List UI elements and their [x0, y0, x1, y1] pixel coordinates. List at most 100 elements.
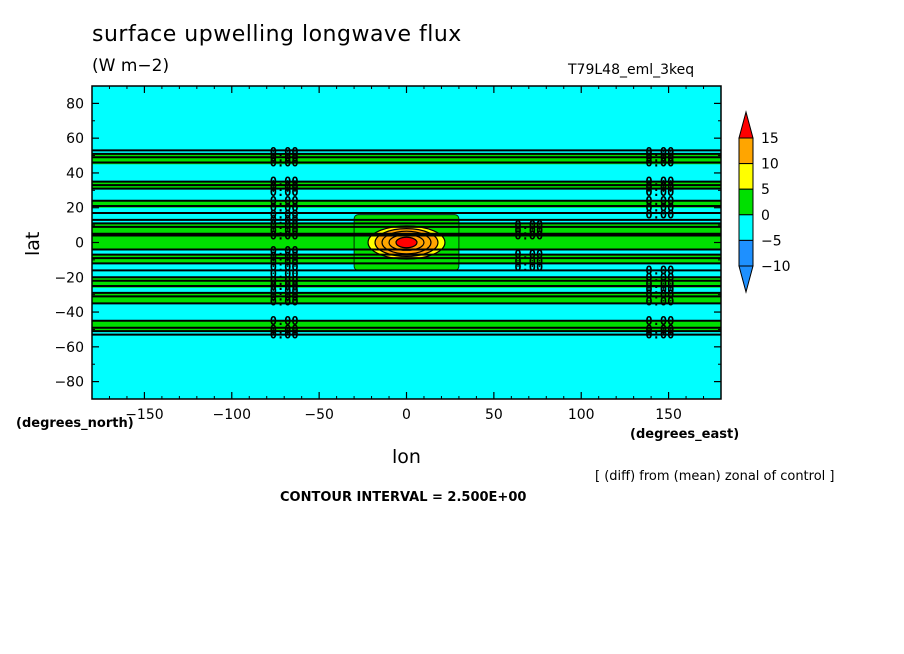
contour-label: 0.00 — [645, 194, 674, 208]
colorbar-label: 10 — [761, 157, 779, 173]
contour-label: 0.00 — [270, 175, 299, 189]
y-unit-label: (degrees_north) — [16, 416, 134, 431]
colorbar-label: −10 — [761, 259, 791, 275]
contour-label: 0.00 — [270, 194, 299, 208]
contour-labels: 0.000.000.000.000.000.000.000.000.000.00… — [270, 145, 675, 342]
contour-label: 0.00 — [270, 260, 299, 274]
contour-label: 0.00 — [514, 229, 543, 243]
colorbar-box — [738, 188, 754, 216]
map-layer — [92, 86, 721, 399]
contour-label: 0.00 — [270, 279, 299, 293]
contour-label: 0.00 — [514, 255, 543, 269]
contour-label: 0.00 — [645, 201, 674, 215]
colorbar-label: −5 — [761, 233, 782, 249]
contour-label: 0.00 — [645, 314, 674, 328]
colorbar-max-arrow — [738, 110, 754, 139]
colorbar-label: 5 — [761, 182, 770, 198]
x-tick-label: −150 — [125, 407, 163, 423]
contour-label: 0.00 — [270, 274, 299, 288]
y-tick-label: 80 — [66, 96, 84, 112]
contour-label: 0.00 — [645, 263, 674, 277]
x-unit-label: (degrees_east) — [630, 427, 740, 442]
contour-label: 0.00 — [270, 267, 299, 281]
contour-label: 0.00 — [645, 180, 674, 194]
x-tick-label: −100 — [213, 407, 251, 423]
contour-label: 0.00 — [645, 322, 674, 336]
contour-label: 0.00 — [270, 284, 299, 298]
x-tick-label: 150 — [655, 407, 682, 423]
y-tick-label: −80 — [54, 375, 84, 391]
contour-label: 0.00 — [645, 288, 674, 302]
y-tick-label: 0 — [75, 236, 84, 252]
anomaly-ring — [395, 236, 418, 249]
colorbar-label: 0 — [761, 208, 770, 224]
contour-label: 0.00 — [270, 295, 299, 309]
contour-label: 0.00 — [514, 223, 543, 237]
contour-label: 0.00 — [645, 277, 674, 291]
contour-label: 0.00 — [645, 208, 674, 222]
contour-label: 0.00 — [270, 218, 299, 232]
y-axis-label: lat — [22, 231, 44, 256]
y-tick-label: −20 — [54, 270, 84, 286]
contour-label: 0.00 — [270, 249, 299, 263]
colorbar-min-arrow — [738, 265, 754, 294]
colorbar-box — [738, 137, 754, 165]
contour-label: 0.00 — [270, 201, 299, 215]
contour-label: 0.00 — [514, 218, 543, 232]
contour-label: 0.00 — [270, 244, 299, 258]
colorbar-box — [738, 214, 754, 241]
contour-label: 0.00 — [270, 223, 299, 237]
y-tick-label: 40 — [66, 166, 84, 182]
chart-title: surface upwelling longwave flux — [92, 22, 462, 47]
contour-label: 0.00 — [270, 185, 299, 199]
colorbar-label: 15 — [761, 131, 779, 147]
contour-label: 0.00 — [645, 270, 674, 284]
contour-label: 0.00 — [645, 328, 674, 342]
contour-label: 0.00 — [270, 208, 299, 222]
contour-label: 0.00 — [270, 314, 299, 328]
x-axis-label: lon — [392, 446, 421, 468]
colorbar-box — [738, 239, 754, 267]
zonal-band — [92, 320, 721, 332]
contour-label: 0.00 — [270, 229, 299, 243]
contour-lines — [92, 149, 721, 336]
contour-label: 0.00 — [645, 175, 674, 189]
contour-interval: CONTOUR INTERVAL = 2.500E+00 — [280, 490, 527, 505]
contour-label: 0.00 — [270, 150, 299, 164]
contour-label: 0.00 — [645, 295, 674, 309]
contour-label: 0.00 — [270, 213, 299, 227]
zonal-band — [92, 277, 721, 288]
contour-label: 0.00 — [645, 150, 674, 164]
contour-label: 0.00 — [270, 328, 299, 342]
contour-label: 0.00 — [645, 145, 674, 159]
contour-label: 0.00 — [514, 248, 543, 262]
contour-label: 0.00 — [270, 156, 299, 170]
zonal-band — [92, 292, 721, 304]
contour-label: 0.00 — [270, 180, 299, 194]
x-tick-label: 50 — [485, 407, 503, 423]
contour-label: 0.00 — [645, 156, 674, 170]
contour-label: 0.00 — [514, 260, 543, 274]
colorbar: 15 10 5 0 −5 −10 — [738, 110, 791, 294]
contour-label: 0.00 — [270, 255, 299, 269]
x-tick-label: 0 — [402, 407, 411, 423]
colorbar-box — [738, 163, 754, 190]
y-tick-label: −40 — [54, 305, 84, 321]
contour-label: 0.00 — [645, 282, 674, 296]
zonal-band — [92, 200, 721, 208]
axis-ticks: −150 −100 −50 0 50 100 150 80 60 40 20 0 −20 −40 −60 −8… — [54, 85, 721, 423]
y-tick-label: 60 — [66, 131, 84, 147]
contour-label: 0.00 — [270, 145, 299, 159]
y-tick-label: 20 — [66, 201, 84, 217]
footnote: [ (diff) from (mean) zonal of control ] — [595, 469, 835, 484]
contour-label: 0.00 — [270, 322, 299, 336]
x-tick-label: 100 — [568, 407, 595, 423]
units-label: (W m−2) — [92, 56, 170, 76]
zonal-band — [92, 153, 721, 165]
y-tick-label: −60 — [54, 340, 84, 356]
run-label: T79L48_eml_3keq — [568, 62, 695, 78]
contour-label: 0.00 — [645, 185, 674, 199]
contour-label: 0.00 — [270, 289, 299, 303]
x-tick-label: −50 — [304, 407, 334, 423]
